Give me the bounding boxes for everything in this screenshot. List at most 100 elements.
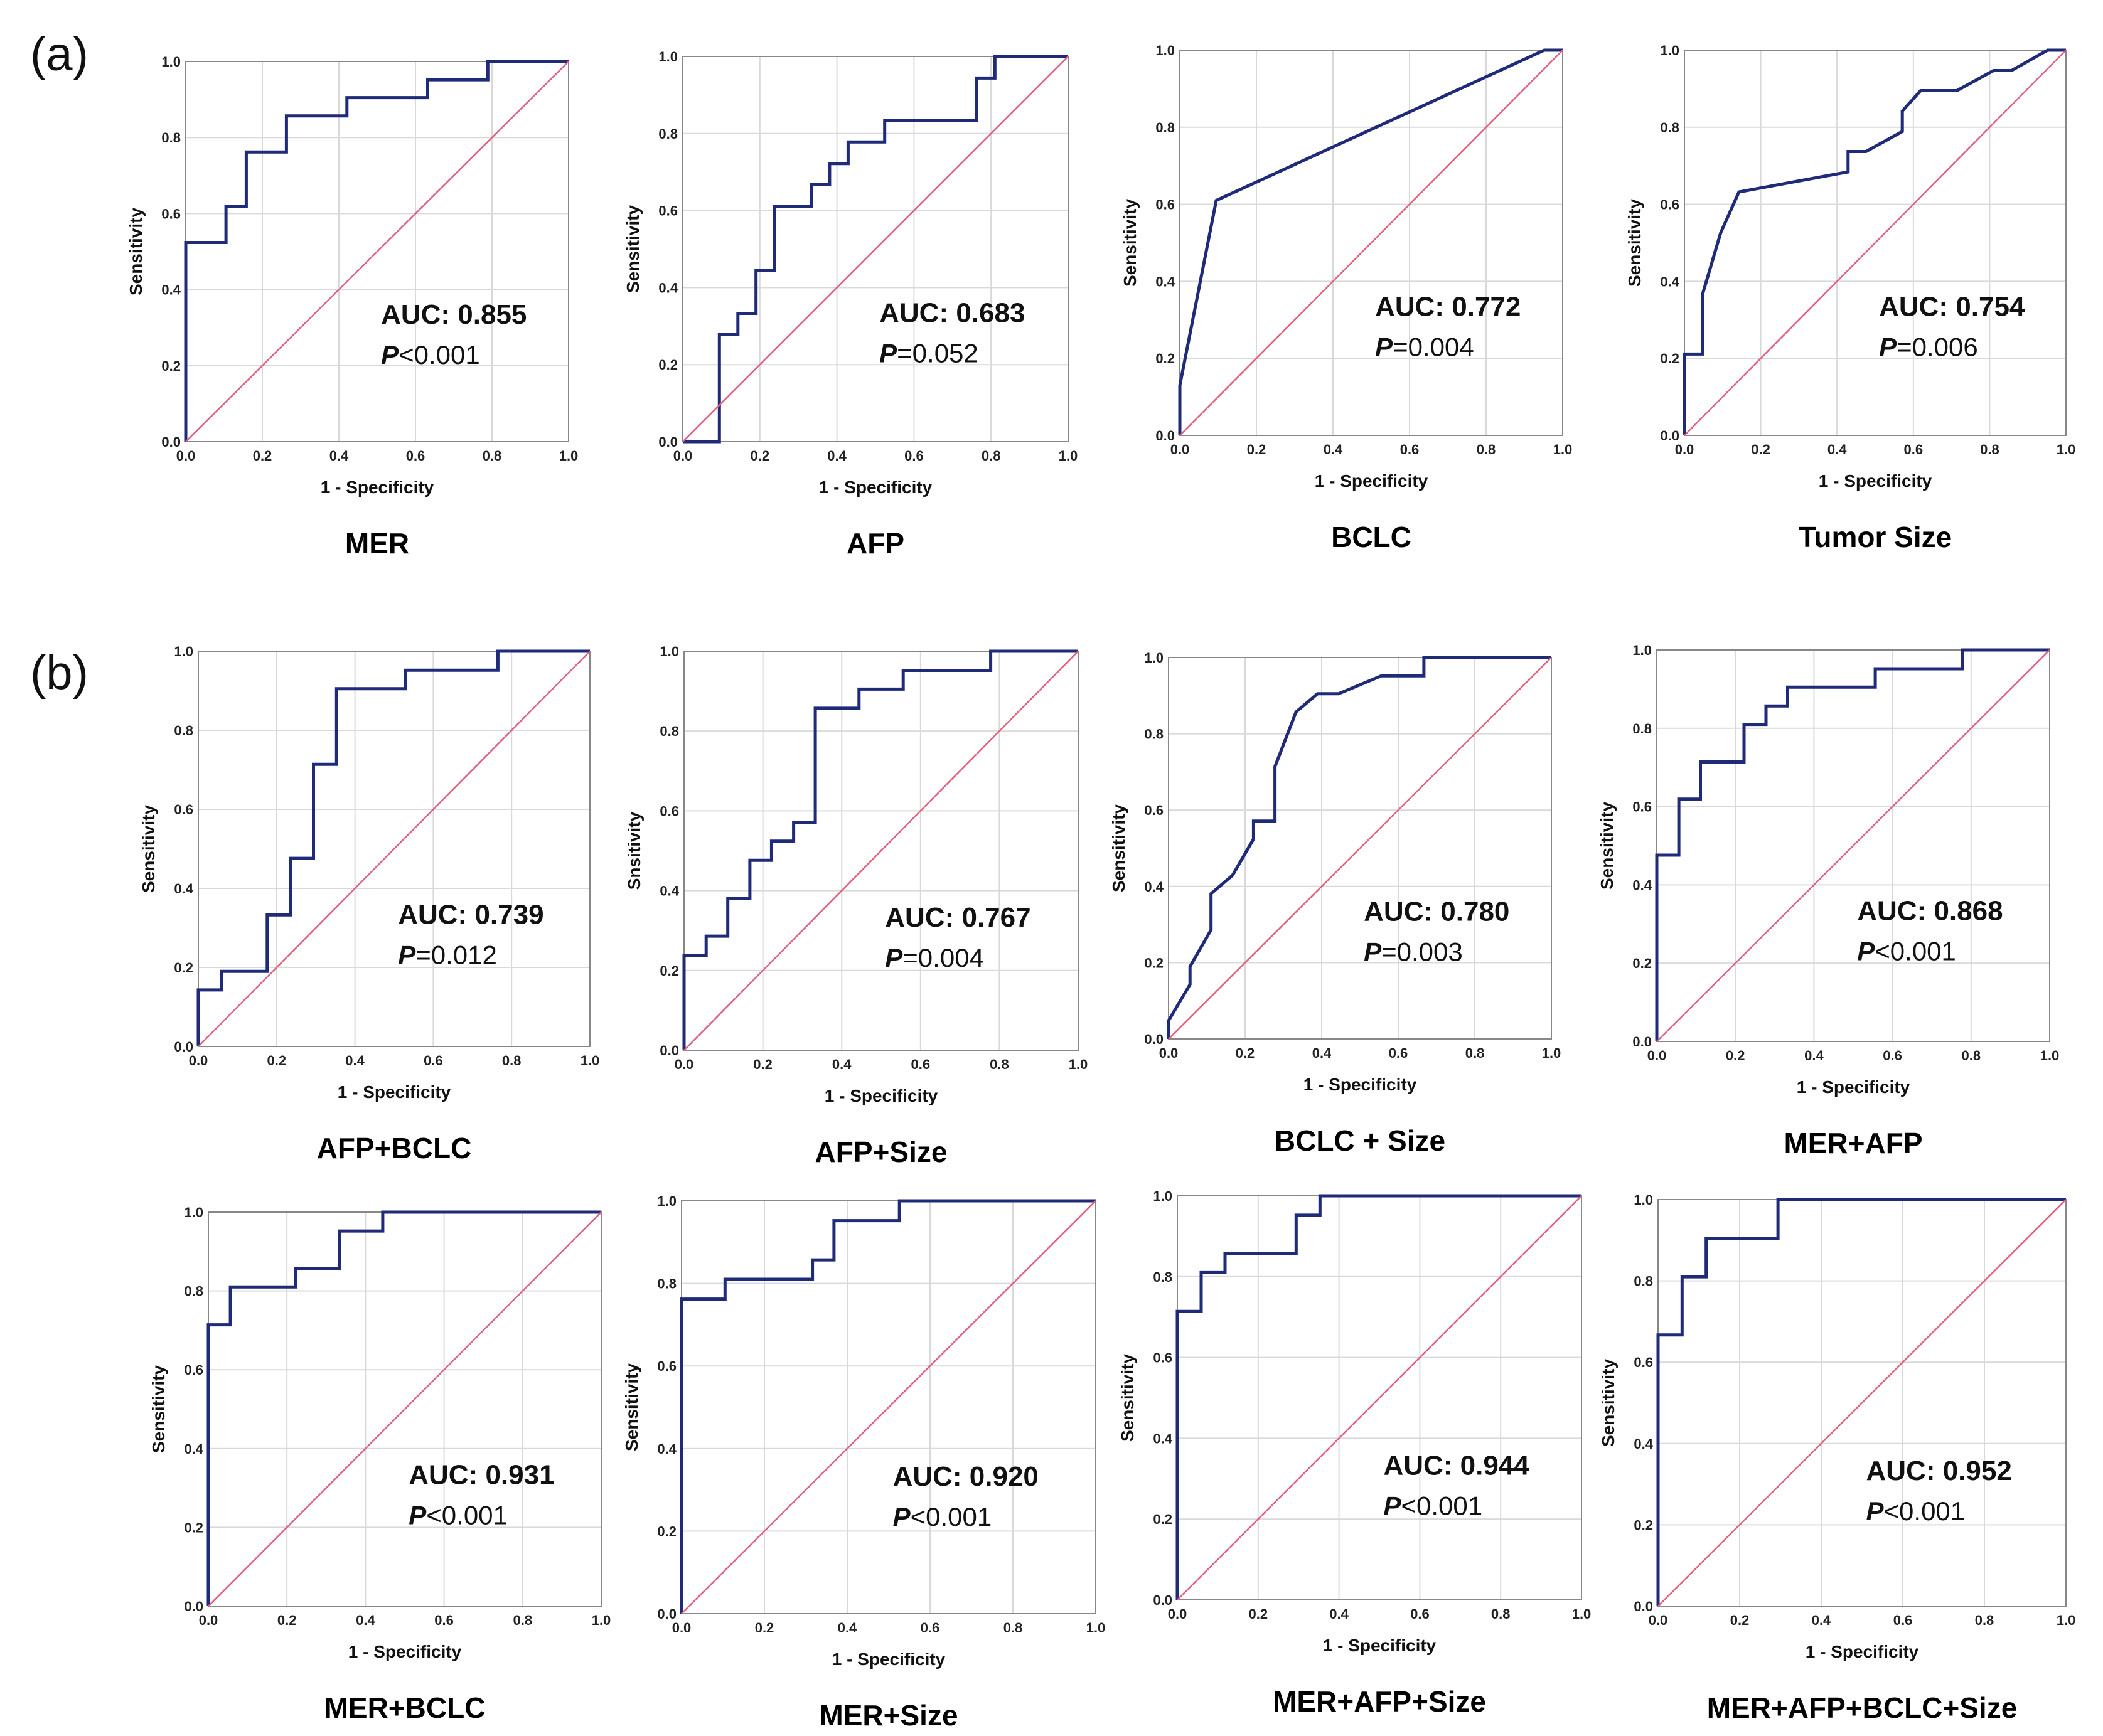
chart-tumor-size-ytick-label: 0.0 [1660,428,1679,444]
chart-mer-afp-bclc-size-ytick-label: 1.0 [1634,1192,1653,1208]
chart-mer-afp-bclc-size-ytick-label: 0.0 [1634,1599,1653,1614]
chart-mer-afp-xtick-label: 0.6 [1883,1048,1902,1063]
chart-afp-size-ytick-label: 0.6 [660,803,679,819]
chart-mer-bclc-roc-curve [206,1210,601,1606]
chart-afp-bclc-p-symbol: P [398,940,416,970]
chart-bclc-ytick-label: 0.4 [1155,274,1175,289]
chart-afp-bclc-ytick-label: 0.4 [174,881,193,897]
chart-mer-afp-size-xtick-label: 0.2 [1249,1606,1268,1622]
chart-mer-ytick-label: 1.0 [161,54,181,70]
chart-afp-title: AFP [847,527,904,560]
chart-bclc-size-frame [1168,657,1552,1040]
chart-bclc-p-symbol: P [1375,333,1393,362]
chart-mer-bclc-auc-label: AUC: 0.931 [409,1459,554,1490]
chart-afp-bclc-xtick-label: 0.2 [267,1053,287,1068]
chart-afp-size-xtick-label: 1.0 [1069,1057,1088,1072]
chart-bclc-size-xtick-label: 0.6 [1389,1045,1408,1061]
chart-afp-bclc-roc-curve [196,649,590,1046]
chart-mer-afp-bclc-size-p-symbol: P [1866,1496,1885,1526]
chart-mer-size-ytick-label: 0.6 [657,1358,677,1374]
chart-bclc-size-xtick-label: 0.4 [1312,1045,1332,1061]
chart-bclc-ytick-label: 0.0 [1155,428,1175,444]
chart-afp-bclc-ytick-label: 0.0 [174,1039,193,1055]
chart-tumor-size-p-value-label: P=0.006 [1879,333,1978,362]
chart-afp-size-ytick-label: 0.0 [660,1043,679,1058]
chart-mer-size-xtick-label: 1.0 [1086,1620,1106,1636]
chart-mer-y-axis-title: Sensitivity [126,208,146,296]
chart-bclc-xtick-label: 0.6 [1400,442,1420,457]
chart-mer-afp-bclc-size-ytick-label: 0.4 [1634,1436,1653,1452]
chart-afp-bclc-reference-line [198,651,591,1047]
chart-mer-afp-bclc-size-title: MER+AFP+BCLC+Size [1707,1691,2018,1724]
chart-mer-size-p-symbol: P [893,1502,911,1531]
chart-afp-bclc-xtick-label: 0.8 [502,1053,522,1068]
chart-bclc: 0.00.0 0.2 0.2 0.4 0.4 0.6 0.6 0.8 0.8 1.0 1.0 1 - … [1120,43,1572,553]
chart-mer-afp-roc-curve [1655,648,2050,1041]
chart-mer-bclc-ytick-label: 0.0 [184,1599,203,1614]
chart-bclc-size-xtick-label: 0.2 [1236,1045,1255,1061]
chart-bclc-size-ytick-label: 0.2 [1144,955,1164,971]
chart-afp-p-value-label: P=0.052 [879,339,978,368]
chart-afp-xtick-label: 0.8 [982,448,1001,464]
chart-mer-size-xtick-label: 0.6 [921,1620,940,1636]
chart-mer-size-p-value: <0.001 [911,1502,992,1531]
chart-mer-afp-frame [1656,649,2050,1042]
chart-bclc-size-roc-curve [1167,656,1551,1039]
chart-afp-size-p-symbol: P [885,943,903,972]
chart-mer-p-symbol: P [381,340,399,370]
chart-mer-size-ytick-label: 0.4 [657,1441,677,1457]
chart-afp-ytick-label: 0.6 [658,203,678,219]
chart-tumor-size-ytick-label: 0.8 [1660,120,1679,136]
chart-mer-afp-size-xtick-label: 0.8 [1491,1606,1511,1622]
chart-bclc-ytick-label: 0.2 [1155,351,1175,366]
chart-afp-xtick-label: 0.6 [904,448,924,464]
chart-mer-bclc-ytick-label: 0.8 [184,1284,203,1299]
chart-bclc-size-xtick-label: 0.8 [1465,1045,1485,1061]
chart-mer-bclc-y-axis-title: Sensitivity [149,1365,168,1453]
chart-mer-afp-bclc-size-auc-label: AUC: 0.952 [1866,1456,2012,1486]
chart-bclc-roc-curve [1178,48,1563,435]
chart-bclc-size-ytick-label: 0.6 [1144,802,1164,818]
chart-mer-afp-ytick-label: 1.0 [1632,642,1652,658]
chart-mer-afp-p-value: <0.001 [1875,937,1956,966]
chart-mer-p-value: <0.001 [399,340,480,370]
chart-mer-xtick-label: 1.0 [559,448,579,464]
chart-tumor-size-xtick-label: 0.0 [1675,442,1694,457]
chart-mer-afp-auc-label: AUC: 0.868 [1857,896,2003,927]
chart-mer-afp-size-xtick-label: 0.0 [1168,1606,1187,1622]
chart-afp-xtick-label: 1.0 [1059,448,1078,464]
chart-mer-bclc-xtick-label: 0.2 [277,1612,297,1628]
chart-mer-afp-size-ytick-label: 0.6 [1153,1350,1172,1366]
chart-afp-size-auc-label: AUC: 0.767 [885,902,1030,933]
chart-mer-bclc-x-axis-title: 1 - Specificity [348,1642,462,1661]
chart-mer-bclc-ytick-label: 1.0 [184,1205,203,1220]
chart-mer-xtick-label: 0.4 [329,448,349,464]
chart-mer-bclc: 0.00.0 0.2 0.2 0.4 0.4 0.6 0.6 0.8 0.8 1.0 1.0 1 - … [149,1205,611,1724]
chart-afp-size-roc-curve [682,649,1078,1050]
chart-mer-afp-bclc-size-x-axis-title: 1 - Specificity [1806,1642,1919,1661]
chart-mer-afp-size-y-axis-title: Sensitivity [1118,1354,1137,1442]
chart-mer-auc-label: AUC: 0.855 [381,299,527,330]
chart-mer-afp-ytick-label: 0.6 [1632,799,1652,815]
chart-mer-afp-size-p-symbol: P [1383,1491,1401,1520]
chart-afp-size-p-value: =0.004 [902,943,984,972]
chart-afp-frame [682,56,1069,442]
chart-bclc-x-axis-title: 1 - Specificity [1315,471,1428,491]
chart-mer-afp-bclc-size-xtick-label: 0.8 [1975,1612,1994,1628]
chart-bclc-size-y-axis-title: Sensitivity [1109,804,1128,892]
chart-mer-afp-ytick-label: 0.8 [1632,721,1652,737]
chart-bclc-size-ytick-label: 0.4 [1144,879,1164,895]
chart-afp-auc-label: AUC: 0.683 [879,298,1025,329]
chart-bclc-xtick-label: 0.4 [1324,442,1343,457]
chart-mer-p-value-label: P<0.001 [381,340,480,370]
chart-mer-afp-bclc-size-xtick-label: 0.2 [1730,1612,1750,1628]
chart-tumor-size-ytick-label: 0.4 [1660,274,1679,289]
chart-bclc-size-ytick-label: 0.8 [1144,727,1164,742]
chart-mer-afp-size: 0.00.0 0.2 0.2 0.4 0.4 0.6 0.6 0.8 0.8 1.0 1.0 1 - … [1118,1188,1591,1718]
chart-mer-afp-bclc-size-ytick-label: 0.2 [1634,1517,1653,1533]
chart-mer-afp-xtick-label: 1.0 [2040,1048,2060,1063]
chart-tumor-size-roc-curve [1683,48,2066,435]
chart-mer-bclc-reference-line [208,1211,602,1607]
chart-mer-afp-ytick-label: 0.2 [1632,956,1652,971]
chart-bclc-reference-line [1179,50,1563,436]
